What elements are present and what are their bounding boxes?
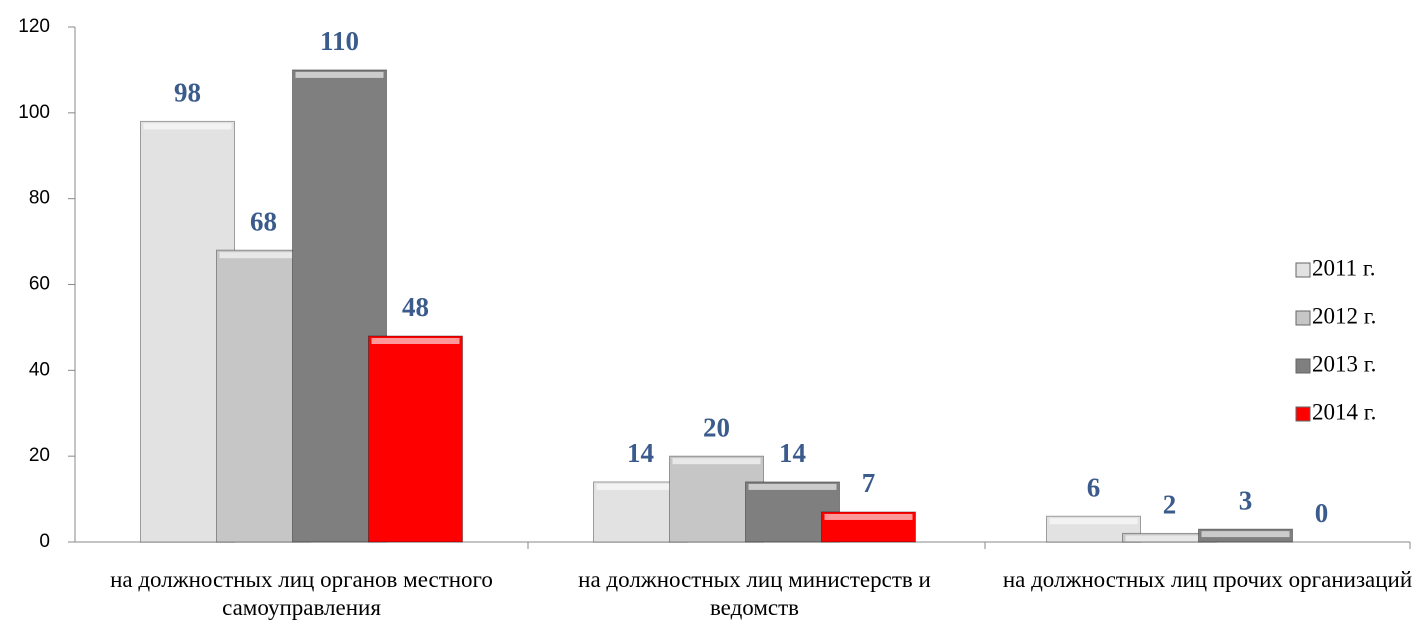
y-tick-label: 20 bbox=[29, 445, 50, 466]
legend-label: 2012 г. bbox=[1312, 303, 1376, 328]
bar-highlight bbox=[1050, 518, 1138, 524]
legend-swatch bbox=[1296, 359, 1310, 373]
value-label: 98 bbox=[174, 78, 201, 108]
value-label: 6 bbox=[1087, 472, 1101, 502]
y-tick-label: 120 bbox=[18, 16, 50, 37]
bar-highlight bbox=[1202, 531, 1290, 537]
x-tick-label: на должностных лиц министерств и ведомст… bbox=[545, 566, 965, 622]
legend-swatch bbox=[1296, 407, 1310, 421]
legend-label: 2013 г. bbox=[1312, 351, 1376, 376]
bar-highlight bbox=[673, 458, 761, 464]
legend-swatch bbox=[1296, 311, 1310, 325]
value-label: 7 bbox=[862, 468, 876, 498]
y-tick-label: 40 bbox=[29, 359, 50, 380]
legend-swatch bbox=[1296, 263, 1310, 277]
bar-highlight bbox=[825, 514, 913, 520]
value-label: 3 bbox=[1239, 485, 1253, 515]
value-label: 0 bbox=[1315, 498, 1329, 528]
page: {"chart_data": {"type": "bar", "categori… bbox=[0, 0, 1427, 623]
value-label: 20 bbox=[703, 412, 730, 442]
bar-highlight bbox=[372, 338, 460, 344]
value-label: 2 bbox=[1163, 490, 1177, 520]
y-tick-label: 0 bbox=[39, 531, 50, 552]
value-label: 14 bbox=[627, 438, 654, 468]
y-tick-label: 100 bbox=[18, 102, 50, 123]
bar-highlight bbox=[296, 72, 384, 78]
value-label: 14 bbox=[779, 438, 806, 468]
x-tick-label: на должностных лиц прочих организаций bbox=[998, 566, 1418, 594]
bar-highlight bbox=[749, 484, 837, 490]
chart: 0 20 40 60 80 100 120 98 68 110 48 14 20 14 7 6 2 3 0 2011 … bbox=[0, 0, 1427, 623]
value-label: 110 bbox=[320, 26, 359, 56]
legend-label: 2011 г. bbox=[1312, 255, 1376, 280]
y-tick-label: 60 bbox=[29, 274, 50, 295]
bar-highlight bbox=[144, 123, 232, 129]
legend-label: 2014 г. bbox=[1312, 399, 1376, 424]
value-label: 48 bbox=[402, 292, 429, 322]
y-tick-label: 80 bbox=[29, 188, 50, 209]
x-tick-label: на должностных лиц органов местного само… bbox=[92, 566, 512, 622]
value-label: 68 bbox=[250, 206, 277, 236]
bar bbox=[369, 336, 463, 542]
